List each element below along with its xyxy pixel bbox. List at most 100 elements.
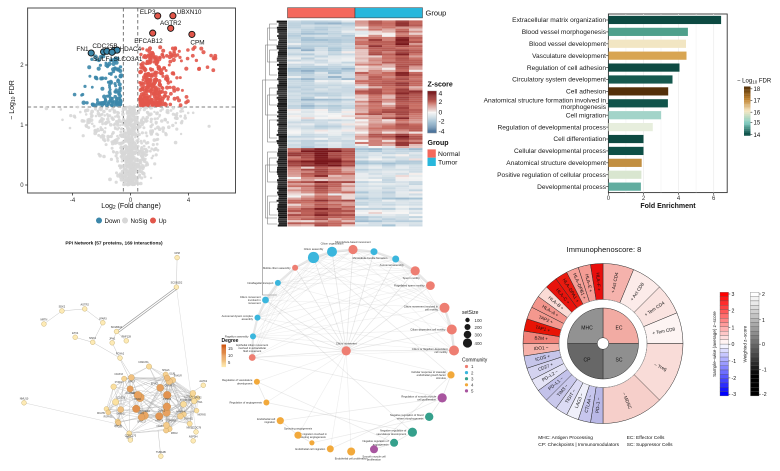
svg-text:Cilium-dependent cell motility: Cilium-dependent cell motility xyxy=(410,328,446,332)
svg-text:CTLA4 −: CTLA4 − xyxy=(584,394,593,413)
svg-text:Flagellum assembly: Flagellum assembly xyxy=(225,334,249,338)
svg-text:CCDC40: CCDC40 xyxy=(184,397,194,399)
svg-text:200: 200 xyxy=(475,325,483,330)
svg-text:MNS1: MNS1 xyxy=(187,428,194,430)
svg-text:Intraflagellar transport: Intraflagellar transport xyxy=(247,281,273,285)
svg-text:Cell differentiation: Cell differentiation xyxy=(553,136,606,143)
svg-text:IDO1 −: IDO1 − xyxy=(534,345,549,351)
svg-text:SDK2: SDK2 xyxy=(59,306,66,309)
svg-text:TAP1 +: TAP1 + xyxy=(535,324,551,333)
svg-text:-2: -2 xyxy=(762,392,767,398)
svg-text:2: 2 xyxy=(732,308,735,314)
svg-text:-2: -2 xyxy=(439,119,445,126)
svg-text:DNAH5: DNAH5 xyxy=(117,413,126,416)
svg-text:MORN5: MORN5 xyxy=(197,415,206,417)
svg-text:CDC25B: CDC25B xyxy=(92,43,117,50)
svg-text:TAP2 +: TAP2 + xyxy=(538,314,554,324)
svg-text:400: 400 xyxy=(475,341,483,346)
svg-text:− MDSC: − MDSC xyxy=(621,392,632,411)
svg-text:Vasculature development: Vasculature development xyxy=(532,53,606,60)
svg-text:ENKUR: ENKUR xyxy=(174,376,182,378)
svg-text:− Treg: − Treg xyxy=(653,362,667,372)
svg-text:SPAG6: SPAG6 xyxy=(162,369,170,372)
svg-text:JPH1: JPH1 xyxy=(109,337,116,340)
svg-text:4: 4 xyxy=(439,91,443,98)
svg-text:MHC: Antigen Processing: MHC: Antigen Processing xyxy=(538,435,593,441)
svg-text:Negative regulation of: Negative regulation of xyxy=(362,439,388,443)
svg-text:HDAC4: HDAC4 xyxy=(120,46,142,53)
svg-text:CFAP53: CFAP53 xyxy=(167,420,176,423)
svg-text:ARMC4: ARMC4 xyxy=(155,419,164,422)
svg-text:involved in extracellular: involved in extracellular xyxy=(238,346,266,350)
svg-text:Down: Down xyxy=(105,218,121,225)
svg-text:SCGB3A1: SCGB3A1 xyxy=(111,326,123,329)
svg-text:HYDIN: HYDIN xyxy=(180,400,187,402)
svg-text:FN1: FN1 xyxy=(76,46,89,53)
svg-text:0: 0 xyxy=(439,109,443,116)
svg-text:LPAR3: LPAR3 xyxy=(99,317,107,320)
svg-text:Cilium movement: Cilium movement xyxy=(336,341,357,345)
svg-text:0: 0 xyxy=(20,183,24,189)
svg-text:Epithelial cilium movement: Epithelial cilium movement xyxy=(236,343,268,347)
svg-text:1: 1 xyxy=(732,325,735,331)
svg-text:Cellular response to vascular: Cellular response to vascular xyxy=(411,370,446,374)
svg-text:Tumor: Tumor xyxy=(438,159,458,166)
svg-text:17: 17 xyxy=(754,99,761,105)
svg-text:Cellular developmental process: Cellular developmental process xyxy=(514,148,607,155)
svg-text:-3: -3 xyxy=(732,392,737,398)
svg-text:TUBA4B: TUBA4B xyxy=(156,451,166,454)
svg-text:Extracellular matrix organizat: Extracellular matrix organization xyxy=(512,17,606,24)
svg-text:DNAI1: DNAI1 xyxy=(135,398,142,401)
svg-text:HLA–F +: HLA–F + xyxy=(595,272,601,291)
svg-text:SCGB1D2: SCGB1D2 xyxy=(171,282,183,285)
svg-text:EFCAB12: EFCAB12 xyxy=(134,38,163,45)
svg-text:Cell migration: Cell migration xyxy=(566,112,607,119)
svg-text:Negative regulation of blood: Negative regulation of blood xyxy=(390,413,424,417)
svg-text:DNAAF1: DNAAF1 xyxy=(165,384,175,387)
svg-text:Weighted z–score: Weighted z–score xyxy=(743,325,748,362)
svg-text:PD–1 −: PD–1 − xyxy=(595,397,601,413)
svg-text:Smooth muscle cell: Smooth muscle cell xyxy=(362,455,386,459)
svg-text:MHC: MHC xyxy=(581,325,593,331)
svg-text:development: development xyxy=(237,381,253,385)
svg-text:RSPH4A: RSPH4A xyxy=(193,401,203,404)
svg-text:SLCO3A1: SLCO3A1 xyxy=(114,56,143,63)
svg-text:Regulation of developmental pr: Regulation of developmental process xyxy=(498,124,607,131)
svg-text:15: 15 xyxy=(228,346,233,351)
svg-text:Endothelial cell: Endothelial cell xyxy=(257,417,275,421)
svg-text:Endothelial cell proliferation: Endothelial cell proliferation xyxy=(335,457,368,461)
svg-text:Cilium organization: Cilium organization xyxy=(321,242,344,246)
svg-text:SULF1: SULF1 xyxy=(93,56,113,63)
svg-text:Fold Enrichment: Fold Enrichment xyxy=(640,203,696,210)
svg-text:DNAH9: DNAH9 xyxy=(97,412,106,415)
svg-text:2: 2 xyxy=(20,63,24,69)
svg-text:DNAL1: DNAL1 xyxy=(158,410,166,413)
svg-text:+ Act CD4: + Act CD4 xyxy=(610,272,619,294)
svg-text:NRTN: NRTN xyxy=(40,319,47,322)
svg-text:Axonemal dynein complex: Axonemal dynein complex xyxy=(222,314,254,318)
svg-text:ALPK2: ALPK2 xyxy=(199,380,207,383)
svg-text:MSX1: MSX1 xyxy=(89,337,96,340)
svg-text:10: 10 xyxy=(228,353,233,358)
svg-text:UBXN10: UBXN10 xyxy=(177,9,202,16)
svg-text:endothelial growth factor: endothelial growth factor xyxy=(417,373,446,377)
svg-text:2: 2 xyxy=(762,292,765,298)
svg-text:-1: -1 xyxy=(732,359,737,365)
svg-text:3: 3 xyxy=(732,292,735,298)
svg-text:CFAP70: CFAP70 xyxy=(156,425,165,428)
svg-text:4: 4 xyxy=(677,196,681,202)
svg-text:1: 1 xyxy=(20,123,24,129)
svg-text:AGTR2: AGTR2 xyxy=(160,20,182,27)
svg-text:B2M +: B2M + xyxy=(534,335,548,341)
svg-text:cell proliferation: cell proliferation xyxy=(417,398,436,402)
svg-text:300: 300 xyxy=(475,332,483,337)
svg-text:4: 4 xyxy=(187,198,191,204)
svg-text:-4: -4 xyxy=(439,129,445,136)
svg-text:movement: movement xyxy=(248,301,261,305)
svg-text:Cell migration involved in: Cell migration involved in xyxy=(297,432,327,436)
svg-text:Group: Group xyxy=(426,9,447,18)
svg-text:NoSig: NoSig xyxy=(131,218,148,225)
svg-text:0: 0 xyxy=(129,198,133,204)
svg-text:Cilium or flagellum-dependent: Cilium or flagellum-dependent xyxy=(412,347,448,351)
svg-text:Regulation of cell adhesion: Regulation of cell adhesion xyxy=(527,65,607,72)
